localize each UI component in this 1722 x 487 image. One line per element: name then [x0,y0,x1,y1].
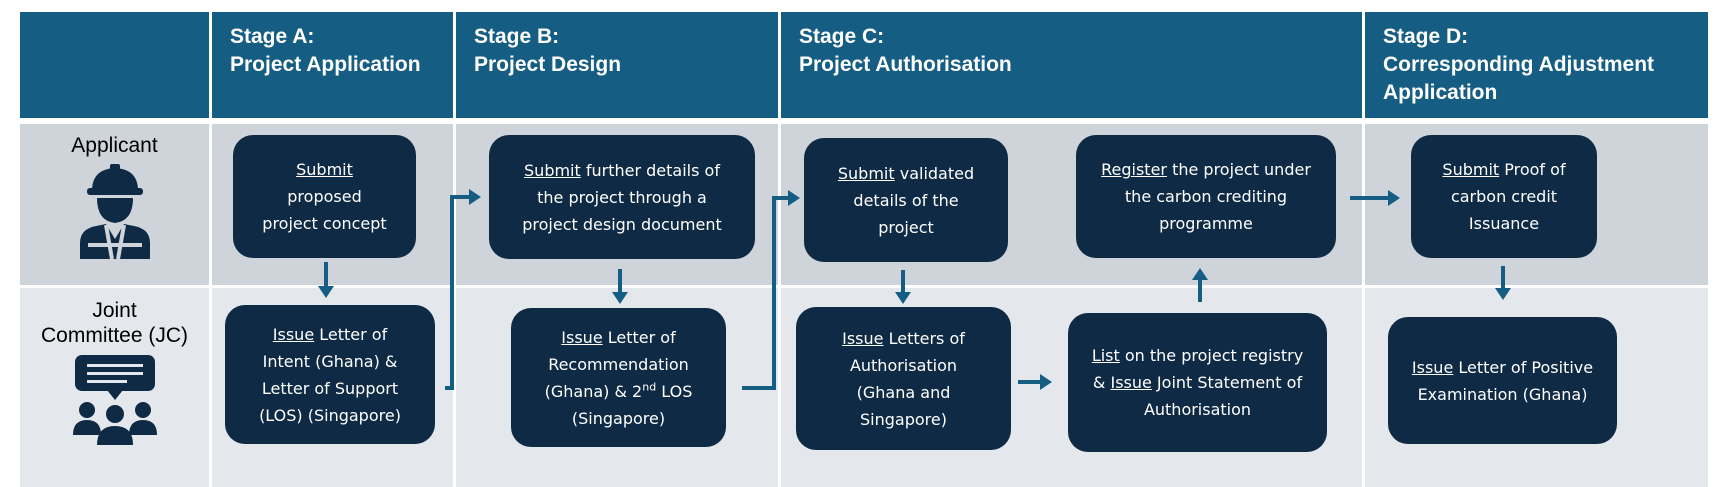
arrow-b-to-c [742,190,800,390]
column-divider [778,12,781,487]
arrow-b-down [612,269,628,304]
applicant-label: Applicant [71,134,158,157]
stage-c-title: Project Authorisation [799,53,1012,76]
arrow-c2-up [1192,268,1208,302]
box-superscript: nd [642,380,657,394]
box-line: Intent (Ghana) & [262,351,398,371]
box-verb: Submit [1442,160,1500,179]
box-text: Letter of Positive [1453,357,1594,377]
arrow-c1-down [895,270,911,304]
box-text: (Ghana) & 2 [544,381,643,401]
box-line: Examination (Ghana) [1417,384,1588,404]
box-register-project: Register the project under the carbon cr… [1076,135,1336,258]
box-verb: Submit [296,160,353,179]
box-verb: Issue [1110,373,1152,392]
column-divider [453,12,456,487]
committee-meeting-icon [73,355,157,445]
stage-a-label: Stage A: [230,25,315,48]
arrow-a-to-b [445,189,481,390]
box-line: carbon credit [1450,187,1558,206]
box-text: on the project registry [1119,346,1304,365]
box-line: programme [1159,214,1253,233]
box-line: details of the [853,190,959,210]
stage-a-title: Project Application [230,53,421,76]
box-verb: Submit [837,163,895,183]
box-issue-letters-of-authorisation: Issue Letters of Authorisation (Ghana an… [796,307,1011,450]
stage-c-label: Stage C: [799,25,885,48]
column-divider [209,12,212,487]
box-issue-letter-of-recommendation: Issue Letter of Recommendation (Ghana) &… [511,308,726,447]
box-line: proposed [287,187,362,206]
box-submit-project-design: Submit further details of the project th… [489,135,755,259]
box-issue-letter-of-positive-examination: Issue Letter of Positive Examination (Gh… [1388,317,1617,444]
stage-b-header: Stage B: Project Design [456,12,778,118]
header-corner [20,12,209,118]
box-submit-validated-details: Submit validated details of the project [804,138,1008,262]
box-line: Recommendation [548,354,689,374]
box-text: Letters of [883,328,965,348]
box-list-on-registry: List on the project registry & Issue Joi… [1068,313,1327,452]
box-text: LOS [656,381,693,401]
box-line: Authorisation [1143,400,1252,419]
box-line: Letter of Support [261,378,399,398]
box-line: (LOS) (Singapore) [259,405,401,425]
box-text: Proof of [1499,160,1566,179]
box-verb: Issue [842,328,884,348]
box-text: Joint Statement of [1151,373,1303,392]
box-text: the project under [1166,160,1311,179]
box-line: (Ghana and [856,382,951,402]
box-line: project design document [522,214,722,234]
box-line: project concept [262,214,387,233]
box-verb: Issue [1411,357,1454,377]
box-text: Letter of [314,324,388,344]
jc-label-line1: Joint [92,299,137,322]
box-submit-proposed-concept: Submit proposed project concept [233,135,416,258]
stage-d-title-cont: Application [1383,81,1498,104]
stage-d-header: Stage D: Corresponding Adjustment Applic… [1365,12,1708,118]
box-verb: List [1091,346,1120,365]
arrow-a-down [318,262,334,298]
box-verb: Issue [272,324,315,344]
box-line: Authorisation [849,355,958,375]
box-submit-proof-of-issuance: Submit Proof of carbon credit Issuance [1411,135,1597,258]
box-text: validated [894,163,975,183]
box-text: & [1092,373,1106,392]
box-line: Singapore) [860,409,947,429]
arrow-c1-to-c2 [1018,374,1052,390]
stage-d-label: Stage D: [1383,25,1469,48]
box-text: Letter of [602,327,676,347]
column-divider [1362,12,1365,487]
stage-c-header: Stage C: Project Authorisation [781,12,1362,118]
box-verb: Issue [561,327,603,347]
box-verb: Submit [524,160,581,180]
stage-a-header: Stage A: Project Application [212,12,453,118]
box-line: project [878,217,934,237]
box-issue-letter-of-intent: Issue Letter of Intent (Ghana) & Letter … [225,305,435,444]
box-line: the carbon crediting [1124,187,1288,206]
arrow-d-down [1495,266,1511,300]
construction-worker-icon [80,164,150,259]
stage-d-title: Corresponding Adjustment [1383,53,1655,76]
box-text: further details of [580,160,720,180]
jc-label: Joint Committee (JC) [20,298,209,348]
box-line: (Singapore) [571,408,666,428]
stage-b-title: Project Design [474,53,622,76]
box-verb: Register [1101,160,1167,179]
jc-label-line2: Committee (JC) [40,324,188,347]
box-line: Issuance [1468,214,1540,233]
stage-b-label: Stage B: [474,25,560,48]
box-line: the project through a [537,187,707,207]
arrow-c-to-d [1350,190,1400,206]
